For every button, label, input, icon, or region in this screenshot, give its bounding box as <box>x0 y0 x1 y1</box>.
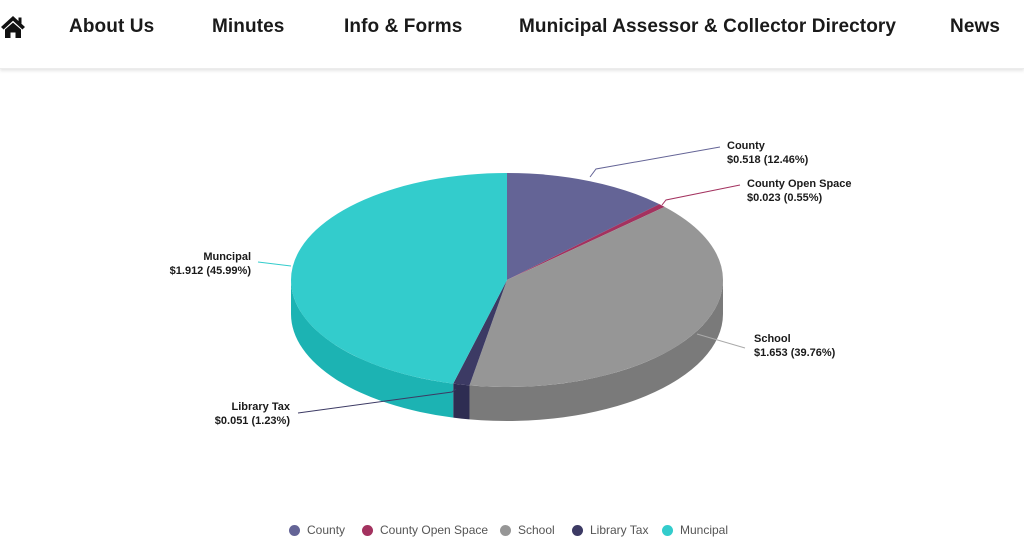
legend-dot-icon <box>572 524 583 536</box>
label-library-tax-name: Library Tax <box>231 401 291 413</box>
legend-item-municipal[interactable]: Muncipal <box>662 523 728 537</box>
pie-side-2 <box>469 280 723 421</box>
label-library-tax: Library Tax $0.051 (1.23%) <box>190 400 290 428</box>
leader-line-3 <box>297 388 457 414</box>
pie-slice-1[interactable] <box>507 204 665 280</box>
nav-about-us[interactable]: About Us <box>69 16 155 37</box>
legend-item-county-open-space[interactable]: County Open Space <box>362 523 488 537</box>
pie-slice-2[interactable] <box>469 206 723 387</box>
label-county: County $0.518 (12.46%) <box>727 139 808 167</box>
pie-side-4 <box>291 280 454 418</box>
legend-dot-icon <box>289 524 300 536</box>
legend-label: Library Tax <box>590 523 649 537</box>
pie-slice-3[interactable] <box>453 280 507 386</box>
legend-item-county[interactable]: County <box>289 523 345 537</box>
nav-info-forms[interactable]: Info & Forms <box>344 16 463 37</box>
label-county-open-space-name: County Open Space <box>747 178 852 190</box>
label-county-open-space: County Open Space $0.023 (0.55%) <box>747 177 852 205</box>
legend-label: Muncipal <box>680 523 729 537</box>
pie-chart-svg <box>257 146 746 421</box>
pie-side-3 <box>453 383 470 420</box>
legend-dot-icon <box>362 524 373 536</box>
legend-label: County Open Space <box>380 523 489 537</box>
legend-item-school[interactable]: School <box>500 523 555 537</box>
leader-line-2 <box>696 333 746 349</box>
leader-line-1 <box>661 184 741 206</box>
label-municipal-value: $1.912 (45.99%) <box>169 265 251 277</box>
legend-label: County <box>307 523 346 537</box>
label-county-name: County <box>727 140 765 152</box>
label-school: School $1.653 (39.76%) <box>754 332 835 360</box>
leader-line-0 <box>589 146 721 178</box>
legend-item-library-tax[interactable]: Library Tax <box>572 523 648 537</box>
label-county-value: $0.518 (12.46%) <box>727 154 809 166</box>
chart-legend: County County Open Space School Library … <box>0 523 1024 541</box>
nav-news[interactable]: News <box>950 16 1001 37</box>
label-library-tax-value: $0.051 (1.23%) <box>214 415 290 427</box>
pie-slice-4[interactable] <box>290 173 507 384</box>
legend-dot-icon <box>662 524 673 536</box>
top-navbar: About Us Minutes Info & Forms Municipal … <box>0 0 1024 69</box>
label-municipal: Muncipal $1.912 (45.99%) <box>141 250 251 278</box>
label-school-name: School <box>754 333 791 345</box>
pie-slice-0[interactable] <box>507 173 660 280</box>
nav-assessor-collector-directory[interactable]: Municipal Assessor & Collector Directory <box>519 16 897 37</box>
leader-line-4 <box>257 261 292 267</box>
pie-chart: County $0.518 (12.46%) County Open Space… <box>0 69 1024 557</box>
legend-label: School <box>518 523 555 537</box>
nav-minutes[interactable]: Minutes <box>212 16 285 37</box>
home-icon[interactable] <box>0 14 26 40</box>
label-school-value: $1.653 (39.76%) <box>754 347 836 359</box>
label-county-open-space-value: $0.023 (0.55%) <box>747 192 823 204</box>
legend-dot-icon <box>500 524 511 536</box>
label-municipal-name: Muncipal <box>203 251 251 263</box>
